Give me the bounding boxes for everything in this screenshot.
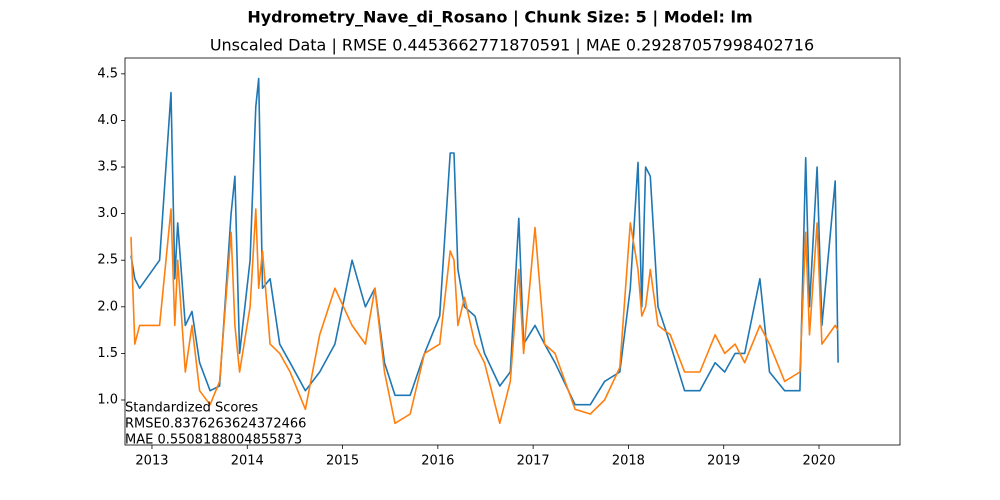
x-tick-label: 2020 — [802, 454, 835, 469]
y-tick-label: 2.0 — [97, 299, 118, 314]
x-tick-label: 2014 — [231, 454, 264, 469]
data-line — [130, 208, 839, 425]
annotation: Standardized Scores — [125, 401, 258, 416]
y-tick-label: 3.5 — [97, 160, 118, 175]
x-tick-label: 2015 — [326, 454, 359, 469]
y-tick-label: 4.0 — [97, 113, 118, 128]
chart-subtitle: Unscaled Data | RMSE 0.4453662771870591 … — [210, 36, 814, 55]
data-line — [130, 77, 839, 406]
annotation: RMSE0.8376263624372466 — [125, 417, 306, 432]
annotation: MAE 0.5508188004855873 — [125, 433, 302, 448]
y-tick-label: 2.5 — [97, 253, 118, 268]
plot-frame — [124, 57, 901, 446]
x-tick-label: 2016 — [421, 454, 454, 469]
y-tick-label: 1.5 — [97, 346, 118, 361]
x-tick-label: 2013 — [135, 454, 168, 469]
y-tick-label: 1.0 — [97, 392, 118, 407]
x-tick-label: 2018 — [612, 454, 645, 469]
y-tick-label: 4.5 — [97, 66, 118, 81]
x-tick-label: 2019 — [707, 454, 740, 469]
y-tick-label: 3.0 — [97, 206, 118, 221]
x-tick-label: 2017 — [517, 454, 550, 469]
chart-title: Hydrometry_Nave_di_Rosano | Chunk Size: … — [247, 8, 752, 28]
